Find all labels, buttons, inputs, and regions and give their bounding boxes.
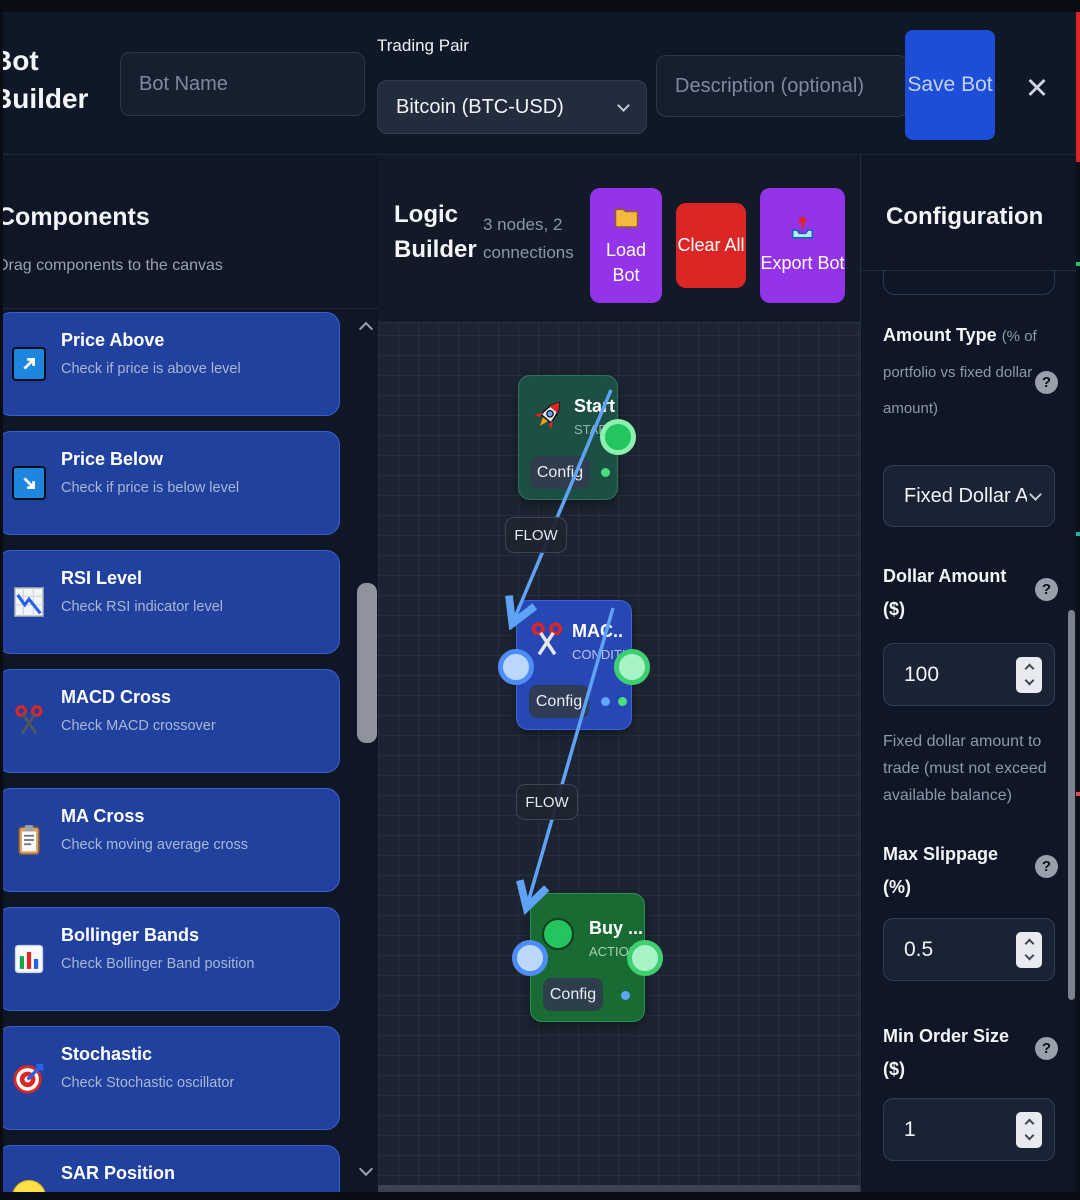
trading-pair-value: Bitcoin (BTC-USD) (396, 95, 564, 118)
node-title: Start (574, 396, 616, 416)
canvas-bottom-scrollbar[interactable] (378, 1185, 860, 1192)
dollar-amount-help: Fixed dollar amount to trade (must not e… (883, 733, 1047, 804)
status-dot-green (601, 468, 610, 477)
components-scrollbar[interactable] (357, 583, 377, 743)
edge-label-flow: FLOW (505, 517, 567, 553)
scissors-icon (12, 704, 48, 740)
number-stepper[interactable] (1016, 1111, 1042, 1148)
node-config-button[interactable]: Config (530, 456, 590, 489)
components-list: Price Above Check if price is above leve… (3, 310, 378, 1192)
page-title: Bot Builder (3, 45, 89, 114)
node-title: MAC.. (572, 621, 623, 641)
component-price-below[interactable]: Price Below Check if price is below leve… (3, 431, 340, 535)
dollar-amount-field (883, 643, 1055, 706)
node-config-button[interactable]: Config (543, 978, 603, 1011)
output-handle-buy[interactable] (627, 940, 663, 976)
node-buy-action[interactable]: Buy ... ACTION Config (530, 893, 645, 1022)
scroll-down-icon[interactable] (358, 1161, 375, 1178)
dollar-amount-label: Dollar Amount ($) (883, 566, 1007, 619)
help-icon[interactable]: ? (1035, 578, 1058, 601)
scissors-icon (528, 621, 566, 659)
min-order-label: Min Order Size ($) (883, 1026, 1010, 1079)
arrow-up-right-icon (12, 347, 48, 383)
component-sar-position[interactable]: SAR Position (3, 1145, 340, 1192)
logic-canvas[interactable]: Logic Builder 3 nodes, 2 connections Loa… (378, 155, 860, 1192)
node-title: Buy ... (589, 918, 644, 938)
clear-all-button[interactable]: Clear All (676, 203, 746, 288)
folder-icon (613, 204, 640, 235)
component-rsi-level[interactable]: RSI Level Check RSI indicator level (3, 550, 340, 654)
amount-type-value: Fixed Dollar A (904, 484, 1028, 507)
trading-pair-label: Trading Pair (377, 36, 469, 55)
chevron-down-icon (1029, 487, 1042, 501)
max-slippage-field (883, 918, 1055, 981)
min-order-field (883, 1098, 1055, 1161)
description-input[interactable] (656, 55, 908, 117)
arrow-down-right-icon (12, 466, 48, 502)
divider (3, 308, 378, 309)
yellow-circle-icon (12, 1180, 48, 1192)
amount-type-hint: (% of portfolio vs fixed dollar amount) (883, 328, 1037, 417)
node-type: ACTION (589, 944, 639, 959)
amount-type-select[interactable]: Fixed Dollar A (883, 465, 1055, 527)
page-edge-strip (1076, 12, 1080, 1192)
bar-chart-icon (12, 942, 48, 978)
output-handle-start[interactable] (600, 419, 636, 455)
help-icon[interactable]: ? (1035, 371, 1058, 394)
components-subtitle: Drag components to the canvas (3, 257, 223, 274)
input-handle-buy[interactable] (512, 940, 548, 976)
component-stochastic[interactable]: Stochastic Check Stochastic oscillator (3, 1026, 340, 1130)
amount-type-label: Amount Type (% of portfolio vs fixed dol… (883, 325, 1037, 417)
max-slippage-label: Max Slippage (%) (883, 844, 999, 897)
help-icon[interactable]: ? (1035, 855, 1058, 878)
export-bot-button[interactable]: Export Bot (760, 188, 845, 303)
logic-builder-header: Logic Builder 3 nodes, 2 connections Loa… (378, 155, 860, 323)
bot-name-input[interactable] (120, 52, 365, 116)
status-dot-green (618, 697, 627, 706)
green-circle-icon (542, 918, 580, 956)
component-price-above[interactable]: Price Above Check if price is above leve… (3, 312, 340, 416)
chart-decreasing-icon (12, 585, 48, 621)
logic-builder-title: Logic Builder (394, 201, 477, 263)
config-scrollbar[interactable] (1068, 610, 1075, 1000)
target-icon (12, 1061, 48, 1097)
component-macd-cross[interactable]: MACD Cross Check MACD crossover (3, 669, 340, 773)
node-config-button[interactable]: Config (529, 685, 589, 718)
outbox-tray-icon (789, 215, 816, 248)
components-title: Components (3, 203, 150, 231)
clipboard-icon (12, 823, 48, 859)
close-icon[interactable]: ✕ (1024, 72, 1050, 105)
components-panel: Components Drag components to the canvas… (3, 155, 378, 1192)
output-handle-macd[interactable] (614, 649, 650, 685)
help-icon[interactable]: ? (1035, 1037, 1058, 1060)
clipped-field (883, 270, 1055, 295)
load-bot-button[interactable]: Load Bot (590, 188, 662, 303)
modal-header: Bot Builder Trading Pair Bitcoin (BTC-US… (3, 12, 1076, 155)
rocket-icon (530, 396, 568, 434)
configuration-title: Configuration (886, 203, 1044, 230)
status-dot-blue (601, 697, 610, 706)
chevron-down-icon (617, 98, 630, 112)
save-bot-button[interactable]: Save Bot (905, 30, 995, 140)
component-bollinger-bands[interactable]: Bollinger Bands Check Bollinger Band pos… (3, 907, 340, 1011)
divider (861, 270, 1076, 271)
configuration-panel: Configuration Amount Type (% of portfoli… (860, 155, 1076, 1192)
number-stepper[interactable] (1016, 656, 1042, 693)
bot-builder-modal: Bot Builder Trading Pair Bitcoin (BTC-US… (3, 12, 1076, 1192)
scroll-up-icon[interactable] (358, 321, 375, 336)
component-ma-cross[interactable]: MA Cross Check moving average cross (3, 788, 340, 892)
trading-pair-select[interactable]: Bitcoin (BTC-USD) (377, 80, 647, 134)
edge-accent-red (1076, 12, 1080, 162)
node-count-status: 3 nodes, 2 connections (483, 215, 574, 262)
status-dot-blue (621, 991, 630, 1000)
number-stepper[interactable] (1016, 931, 1042, 968)
edge-label-flow: FLOW (516, 784, 578, 820)
input-handle-macd[interactable] (498, 649, 534, 685)
